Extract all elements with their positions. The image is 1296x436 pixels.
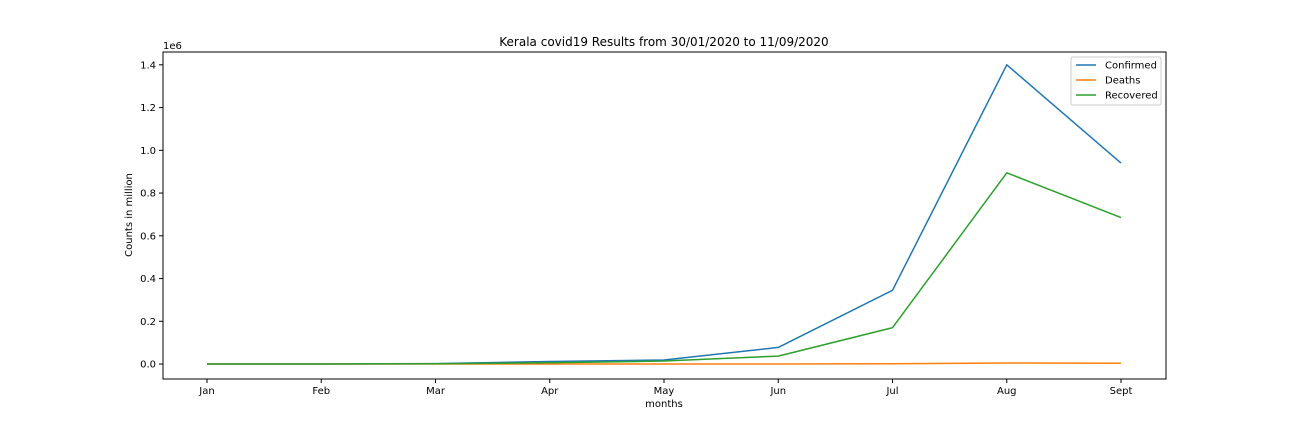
x-tick-label: Aug — [997, 386, 1017, 397]
legend-label: Deaths — [1105, 76, 1140, 87]
axis-ticks: Jan Feb Mar Apr May Jun Jul Aug Sept 0.0 0.2 0.4 0.6… — [140, 60, 1132, 397]
x-tick-label: Jul — [885, 386, 898, 397]
x-axis-label: months — [645, 399, 683, 410]
x-tick-label: Jan — [198, 386, 214, 397]
x-tick-label: Feb — [312, 386, 330, 397]
legend-label: Confirmed — [1105, 61, 1157, 72]
y-tick-label: 1.2 — [140, 103, 156, 114]
x-tick-label: May — [654, 386, 675, 397]
y-tick-label: 0.4 — [140, 274, 156, 285]
x-tick-label: Apr — [541, 386, 559, 397]
series-line-confirmed — [207, 64, 1122, 365]
legend: Confirmed Deaths Recovered — [1070, 56, 1162, 106]
series-line-recovered — [207, 172, 1122, 365]
chart-title: Kerala covid19 Results from 30/01/2020 t… — [499, 35, 828, 49]
y-offset-text: 1e6 — [163, 41, 182, 52]
series-lines — [207, 64, 1122, 365]
y-tick-label: 0.2 — [140, 317, 156, 328]
y-axis-label: Counts in million — [124, 173, 135, 257]
y-tick-label: 1.4 — [140, 60, 156, 71]
y-tick-label: 0.8 — [140, 189, 156, 200]
plot-frame — [162, 51, 1167, 380]
x-tick-label: Sept — [1110, 386, 1133, 397]
y-tick-label: 0.6 — [140, 231, 156, 242]
legend-box — [1070, 56, 1162, 106]
legend-label: Recovered — [1105, 91, 1158, 102]
y-tick-label: 0.0 — [140, 360, 156, 371]
y-tick-label: 1.0 — [140, 146, 156, 157]
x-tick-label: Jun — [769, 386, 786, 397]
x-tick-label: Mar — [426, 386, 446, 397]
